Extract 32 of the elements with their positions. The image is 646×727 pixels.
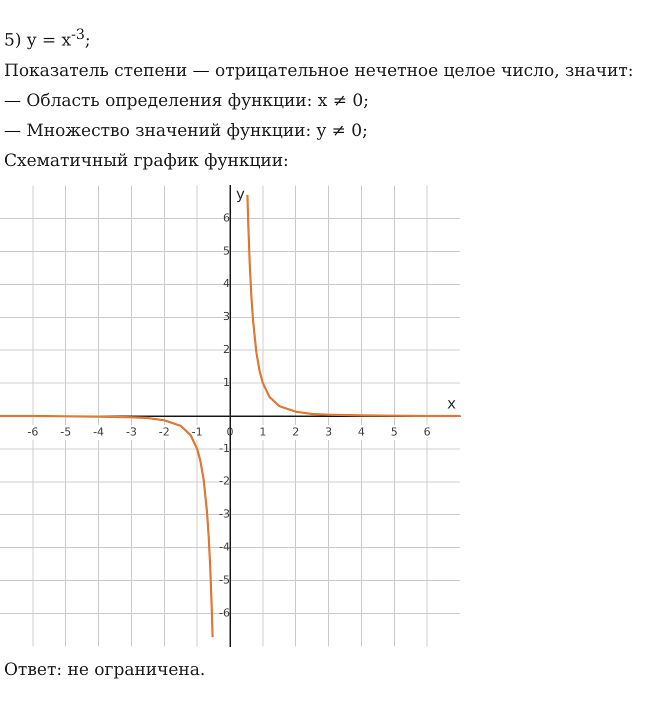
y-tick-label: 6: [223, 211, 230, 224]
chart-subtitle: Показатель степени — отрицательное нечетное целое число, значит:: [4, 60, 634, 83]
text: Схематичный график функции:: [4, 150, 290, 173]
y-tick-label: -1: [219, 441, 230, 454]
x-tick-label: 1: [259, 425, 266, 438]
y-tick-label: -5: [219, 573, 230, 586]
x-tick-label: 4: [358, 425, 365, 438]
x-tick-label: -4: [93, 425, 104, 438]
x-tick-label: -5: [60, 425, 72, 438]
x-tick-label: -6: [27, 425, 38, 438]
x-tick-label: -1: [192, 425, 203, 438]
y-axis-title: y: [236, 184, 245, 203]
y-tick-label: 5: [223, 244, 230, 257]
x-axis-title: x: [447, 394, 456, 412]
text: — Множество значений функции: y ≠ 0;: [4, 120, 369, 143]
x-tick-label: -2: [158, 425, 170, 438]
x-tick-label: 3: [325, 425, 332, 438]
y-tick-label: -6: [219, 606, 230, 619]
text: — Область определения функции: x ≠ 0;: [4, 90, 370, 113]
y-tick-label: -4: [219, 540, 230, 554]
y-tick-label: -2: [219, 474, 230, 488]
y-tick-label: 3: [223, 310, 230, 323]
x-tick-label: 6: [424, 425, 431, 438]
y-tick-label: 2: [223, 342, 230, 356]
x-tick-label: -3: [126, 425, 137, 438]
y-tick-label: 1: [223, 376, 230, 389]
text: Ответ: не ограничена.: [3, 658, 206, 682]
chart-title: 5) y = x$^{-3}$;: [4, 26, 92, 53]
y-tick-label: -3: [219, 507, 230, 520]
x-tick-label: 5: [390, 425, 398, 438]
x-tick-label: 2: [292, 425, 300, 438]
y-tick-label: 4: [223, 276, 230, 290]
